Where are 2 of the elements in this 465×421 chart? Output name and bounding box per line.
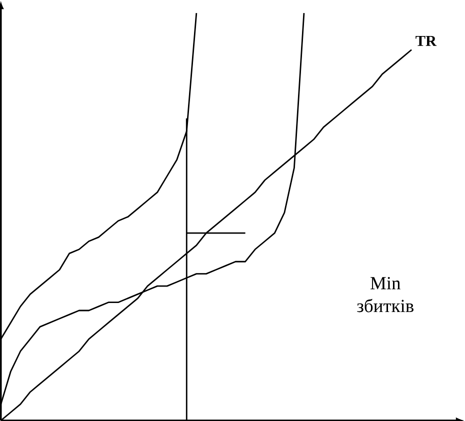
- annotation: Min збитків: [357, 276, 414, 312]
- series-label: TR: [416, 36, 437, 46]
